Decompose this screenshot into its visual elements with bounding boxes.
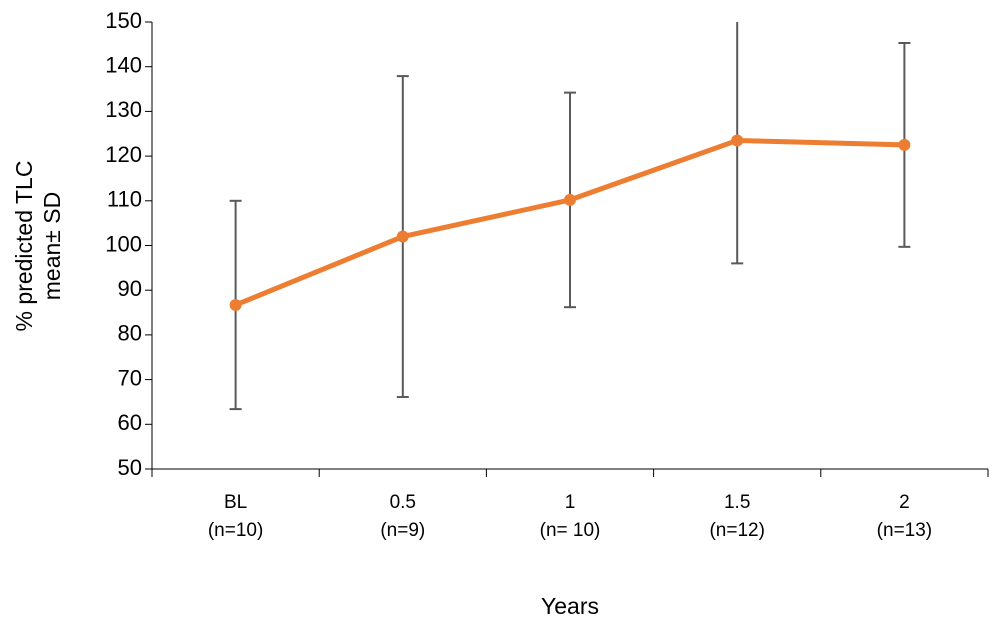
y-tick-label: 50 [118,455,142,480]
x-tick-sublabel: (n= 10) [540,520,601,541]
y-axis-label-line: % predicted TLC [11,161,37,332]
x-tick-label: 2 [899,492,910,513]
marker [396,230,409,243]
y-tick-label: 70 [118,365,142,390]
x-axis-label: Years [541,593,599,619]
y-tick-label: 110 [107,187,142,212]
y-tick-label: 150 [105,8,142,33]
marker [731,134,744,147]
y-tick-label: 140 [105,53,142,78]
x-tick-label: 0.5 [390,492,416,513]
y-tick-label: 120 [105,142,142,167]
marker [564,193,576,206]
y-axis-label: % predicted TLC mean± SD [11,161,65,332]
x-tick-label: BL [224,492,247,513]
x-tick-sublabel: (n=9) [380,520,425,541]
y-tick-label: 130 [105,97,142,122]
marker [229,298,242,311]
x-tick-sublabel: (n=13) [877,520,932,541]
x-tick-sublabel: (n=12) [709,520,764,541]
marker [898,138,911,151]
x-tick-label: 1 [565,492,576,513]
x-tick-label: 1.5 [724,492,750,513]
y-tick-label: 60 [118,410,142,435]
y-tick-label: 90 [118,276,142,301]
y-tick-label: 100 [105,231,142,256]
x-tick-sublabel: (n=10) [208,520,263,541]
y-tick-label: 80 [118,321,142,346]
plot-area [229,22,911,411]
y-axis-label-line: mean± SD [39,192,65,301]
